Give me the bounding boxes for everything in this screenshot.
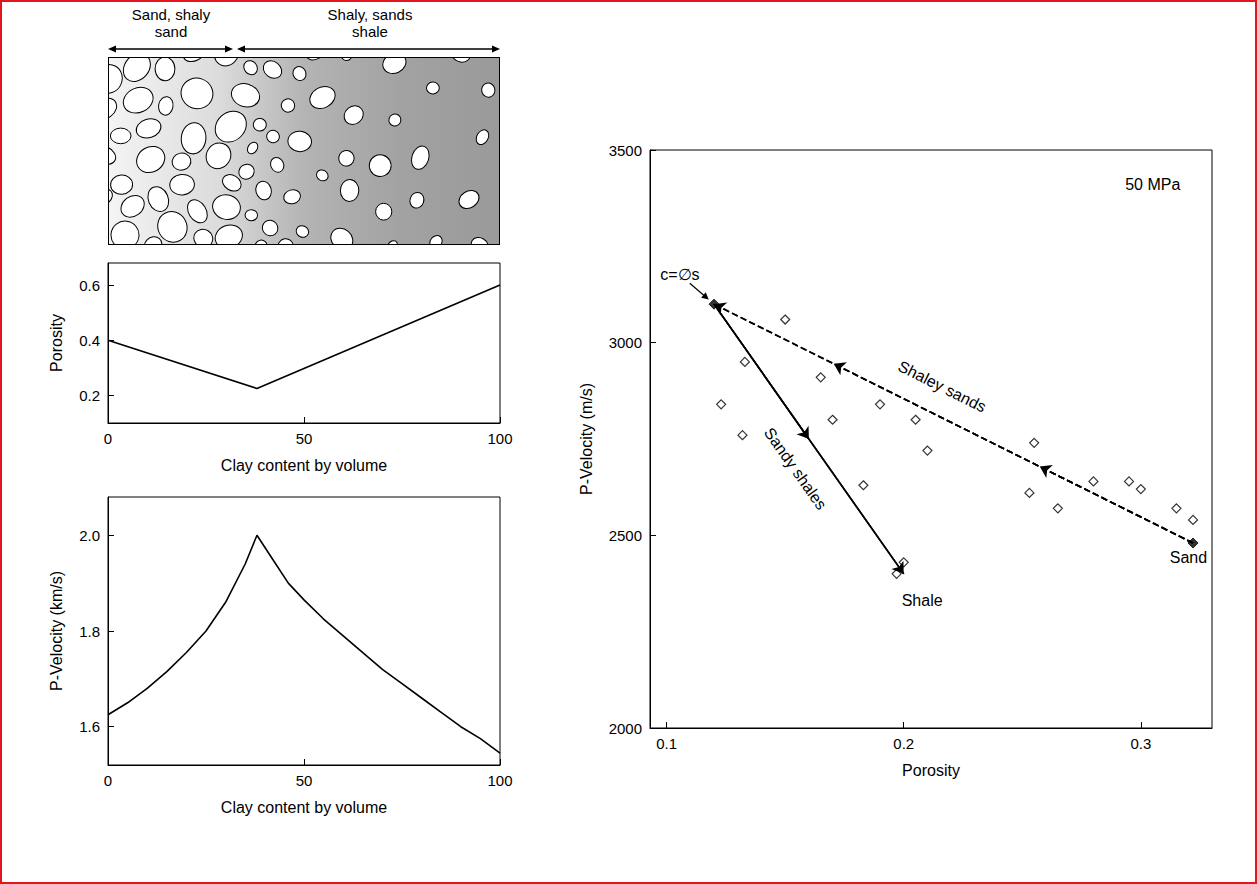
svg-text:2000: 2000 xyxy=(609,720,642,737)
svg-text:Clay content by volume: Clay content by volume xyxy=(221,799,387,816)
svg-text:50: 50 xyxy=(296,772,313,789)
svg-text:2.0: 2.0 xyxy=(79,527,100,544)
svg-text:3000: 3000 xyxy=(609,334,642,351)
svg-text:Shale: Shale xyxy=(902,592,943,609)
svg-text:2500: 2500 xyxy=(609,527,642,544)
html-text:Sand, shaly sand: Sand, shaly sand xyxy=(131,6,211,40)
svg-text:P-Velocity (km/s): P-Velocity (km/s) xyxy=(48,571,65,691)
svg-text:50: 50 xyxy=(296,430,313,447)
svg-text:Porosity: Porosity xyxy=(902,762,960,779)
svg-text:1.8: 1.8 xyxy=(79,623,100,640)
svg-text:Shaley sands: Shaley sands xyxy=(895,358,988,416)
svg-text:Porosity: Porosity xyxy=(48,314,65,372)
svg-text:Sandy shales: Sandy shales xyxy=(761,424,830,512)
svg-text:100: 100 xyxy=(487,772,512,789)
svg-text:3500: 3500 xyxy=(609,142,642,159)
svg-text:c=∅s: c=∅s xyxy=(660,266,699,283)
svg-text:0.4: 0.4 xyxy=(79,332,100,349)
svg-text:0: 0 xyxy=(104,772,112,789)
svg-text:Sand: Sand xyxy=(1170,549,1207,566)
svg-text:100: 100 xyxy=(487,430,512,447)
svg-text:0.2: 0.2 xyxy=(893,735,914,752)
html-text:Shaly, sands shale: Shaly, sands shale xyxy=(327,6,413,40)
svg-text:P-Velocity (m/s): P-Velocity (m/s) xyxy=(578,383,595,495)
svg-text:50 MPa: 50 MPa xyxy=(1125,176,1180,193)
svg-text:0: 0 xyxy=(104,430,112,447)
svg-text:0.2: 0.2 xyxy=(79,387,100,404)
svg-text:1.6: 1.6 xyxy=(79,718,100,735)
svg-text:0.6: 0.6 xyxy=(79,277,100,294)
svg-text:0.3: 0.3 xyxy=(1130,735,1151,752)
svg-text:0.1: 0.1 xyxy=(656,735,677,752)
svg-text:Clay content by volume: Clay content by volume xyxy=(221,457,387,474)
